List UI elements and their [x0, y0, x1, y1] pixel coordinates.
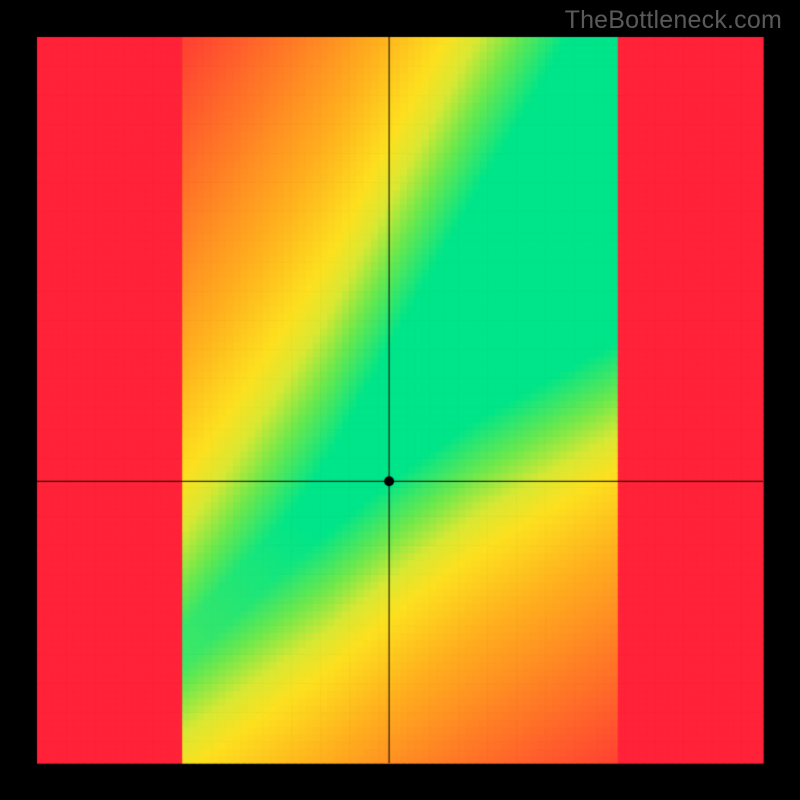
bottleneck-heatmap: [0, 0, 800, 800]
watermark-text: TheBottleneck.com: [565, 6, 782, 35]
